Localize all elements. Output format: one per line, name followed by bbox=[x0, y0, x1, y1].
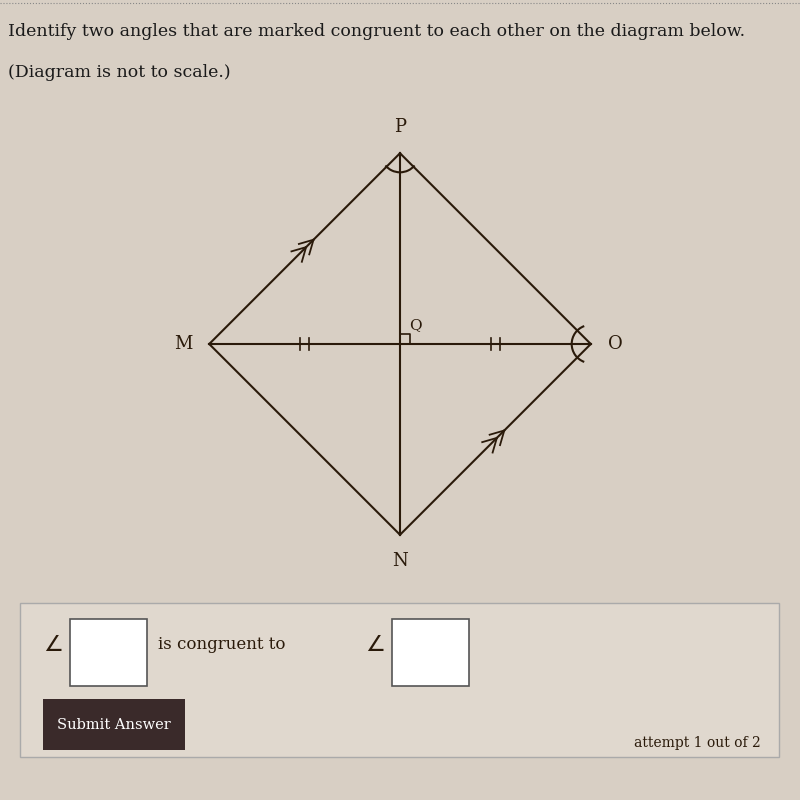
Bar bbox=[70, 619, 146, 686]
Text: Q: Q bbox=[410, 318, 422, 333]
Text: P: P bbox=[394, 118, 406, 136]
Text: ∠: ∠ bbox=[43, 635, 63, 654]
Text: Submit Answer: Submit Answer bbox=[58, 718, 171, 732]
Text: (Diagram is not to scale.): (Diagram is not to scale.) bbox=[8, 65, 230, 82]
Text: Identify two angles that are marked congruent to each other on the diagram below: Identify two angles that are marked cong… bbox=[8, 23, 745, 40]
Text: is congruent to: is congruent to bbox=[158, 636, 286, 654]
Text: ∠: ∠ bbox=[366, 635, 386, 654]
Text: M: M bbox=[174, 335, 192, 353]
Text: N: N bbox=[392, 552, 408, 570]
Text: O: O bbox=[608, 335, 622, 353]
Text: attempt 1 out of 2: attempt 1 out of 2 bbox=[634, 736, 761, 750]
Bar bbox=[392, 619, 469, 686]
Bar bbox=[43, 699, 185, 750]
